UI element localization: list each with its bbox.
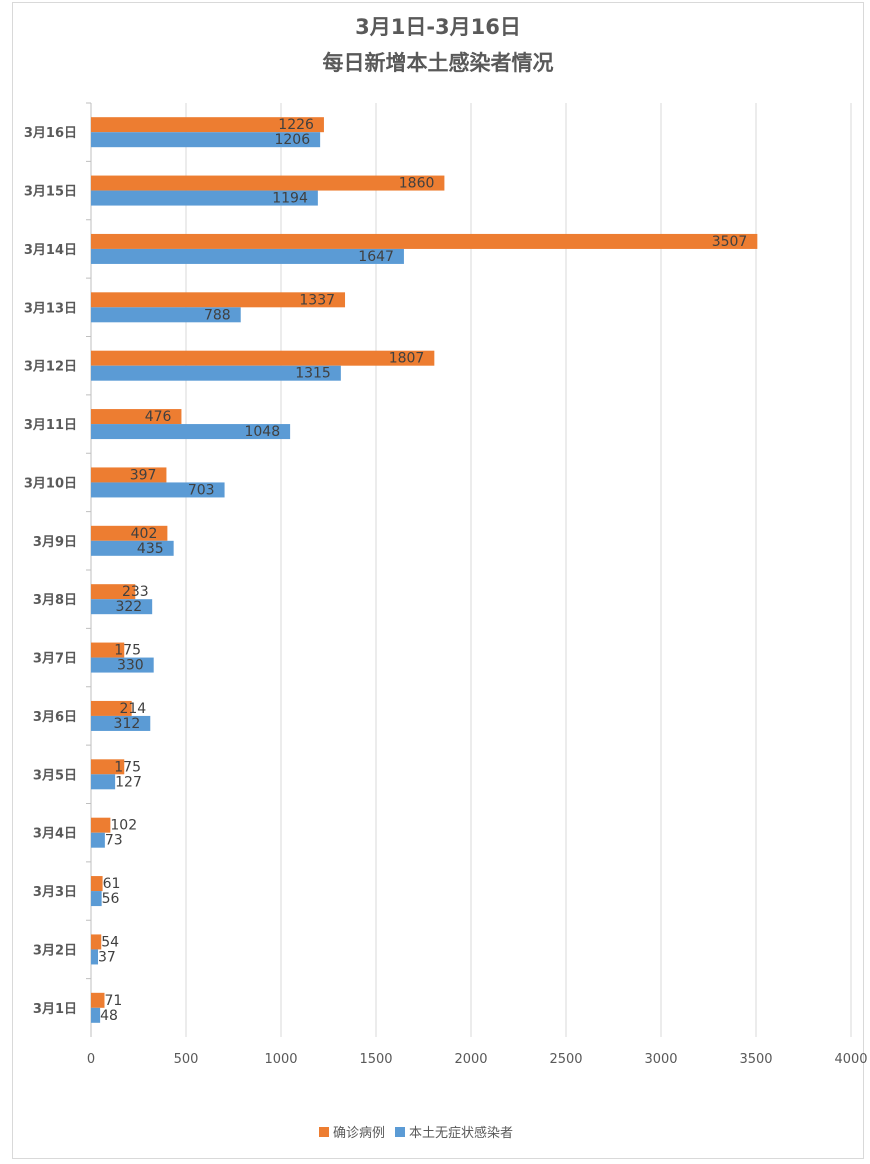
bar-confirmed (91, 817, 111, 833)
bar-confirmed (91, 700, 132, 716)
x-tick-label: 2500 (549, 1052, 582, 1067)
bar-asymptomatic (91, 1007, 101, 1023)
data-label: 476 (145, 409, 172, 425)
data-label: 1194 (272, 191, 308, 207)
data-label: 1860 (399, 176, 435, 192)
data-label: 1048 (244, 424, 280, 440)
data-label: 788 (204, 307, 231, 323)
bar-asymptomatic (91, 307, 241, 323)
data-label: 402 (131, 526, 158, 542)
x-tick-label: 3000 (644, 1052, 677, 1067)
category-label: 3月3日 (33, 885, 77, 900)
category-label: 3月16日 (24, 126, 77, 141)
data-label: 1337 (299, 292, 335, 308)
data-label: 435 (137, 541, 164, 557)
data-label: 127 (115, 774, 142, 790)
data-label: 61 (103, 876, 121, 892)
bar-confirmed (91, 642, 125, 658)
bar-confirmed (91, 117, 324, 133)
data-label: 1315 (295, 366, 331, 382)
data-label: 56 (102, 891, 120, 907)
data-label: 330 (117, 658, 144, 674)
legend-swatch (395, 1127, 405, 1137)
data-label: 214 (119, 701, 146, 717)
bar-confirmed (91, 759, 125, 775)
category-label: 3月12日 (24, 360, 77, 375)
category-label: 3月2日 (33, 943, 77, 958)
bar-asymptomatic (91, 424, 291, 440)
x-tick-label: 3500 (739, 1052, 772, 1067)
data-label: 1206 (274, 132, 310, 148)
category-label: 3月13日 (24, 301, 77, 316)
x-tick-label: 1000 (264, 1052, 297, 1067)
data-label: 1807 (389, 351, 425, 367)
category-label: 3月4日 (33, 827, 77, 842)
bar-confirmed (91, 350, 435, 366)
data-label: 175 (114, 759, 141, 775)
data-label: 233 (122, 584, 149, 600)
bar-confirmed (91, 584, 136, 600)
bar-asymptomatic (91, 657, 154, 673)
bar-asymptomatic (91, 715, 151, 731)
bar-asymptomatic (91, 190, 318, 206)
bar-asymptomatic (91, 832, 105, 848)
bar-confirmed (91, 175, 445, 191)
data-label: 1647 (358, 249, 394, 265)
bar-confirmed (91, 409, 182, 425)
bar-confirmed (91, 992, 105, 1008)
bar-confirmed (91, 467, 167, 483)
bar-asymptomatic (91, 365, 341, 381)
bar-confirmed (91, 292, 346, 308)
data-label: 73 (105, 833, 123, 849)
data-label: 322 (115, 599, 142, 615)
category-label: 3月1日 (33, 1002, 77, 1017)
bar-asymptomatic (91, 482, 225, 498)
legend-swatch (319, 1127, 329, 1137)
category-label: 3月7日 (33, 652, 77, 667)
bar-confirmed (91, 876, 103, 892)
x-tick-label: 500 (174, 1052, 199, 1067)
category-label: 3月6日 (33, 710, 77, 725)
data-label: 48 (100, 1008, 118, 1024)
data-label: 312 (114, 716, 141, 732)
data-label: 703 (188, 482, 215, 498)
x-tick-label: 0 (87, 1052, 95, 1067)
x-tick-label: 4000 (834, 1052, 867, 1067)
data-label: 71 (104, 993, 122, 1009)
data-label: 397 (130, 467, 157, 483)
data-label: 37 (98, 949, 116, 965)
bar-confirmed (91, 525, 168, 541)
data-label: 54 (101, 934, 119, 950)
category-label: 3月15日 (24, 185, 77, 200)
bar-asymptomatic (91, 949, 99, 965)
category-label: 3月5日 (33, 768, 77, 783)
category-label: 3月8日 (33, 593, 77, 608)
category-label: 3月9日 (33, 535, 77, 550)
data-label: 3507 (712, 234, 748, 250)
category-label: 3月10日 (24, 476, 77, 491)
legend-label: 本土无症状感染者 (409, 1125, 513, 1141)
bar-asymptomatic (91, 774, 116, 790)
bar-confirmed (91, 934, 102, 950)
data-label: 175 (114, 643, 141, 659)
category-label: 3月14日 (24, 243, 77, 258)
bar-asymptomatic (91, 540, 174, 556)
x-tick-label: 1500 (359, 1052, 392, 1067)
chart-title-line1: 3月1日-3月16日 (355, 15, 521, 39)
bar-confirmed (91, 233, 758, 249)
data-label: 102 (110, 818, 137, 834)
legend-label: 确诊病例 (333, 1126, 385, 1141)
bar-asymptomatic (91, 132, 321, 148)
bar-asymptomatic (91, 248, 404, 264)
bar-asymptomatic (91, 891, 102, 907)
category-label: 3月11日 (24, 418, 77, 433)
chart-title-line2: 每日新增本土感染者情况 (323, 51, 554, 75)
chart-frame (12, 2, 864, 1159)
x-tick-label: 2000 (454, 1052, 487, 1067)
bar-asymptomatic (91, 599, 153, 615)
data-label: 1226 (278, 117, 314, 133)
